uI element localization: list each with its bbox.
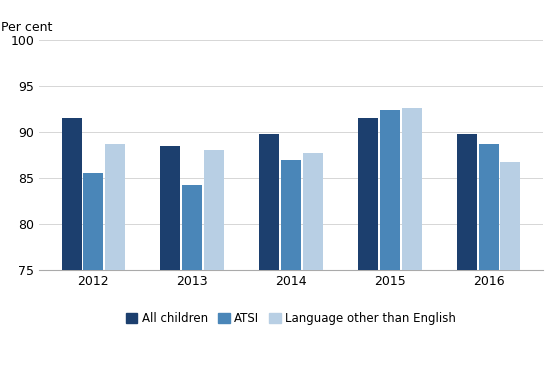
Bar [402, 108, 422, 270]
Bar [478, 144, 499, 270]
Bar [105, 144, 125, 270]
Bar [380, 110, 400, 270]
Bar [302, 153, 323, 270]
Bar [204, 151, 224, 270]
Bar [182, 185, 202, 270]
Bar [161, 146, 180, 270]
Bar [358, 118, 378, 270]
Legend: All children, ATSI, Language other than English: All children, ATSI, Language other than … [121, 308, 461, 330]
Bar [62, 118, 81, 270]
Bar [500, 162, 520, 270]
Bar [457, 134, 477, 270]
Text: Per cent: Per cent [1, 20, 52, 33]
Bar [83, 173, 103, 270]
Bar [281, 160, 301, 270]
Bar [259, 134, 279, 270]
